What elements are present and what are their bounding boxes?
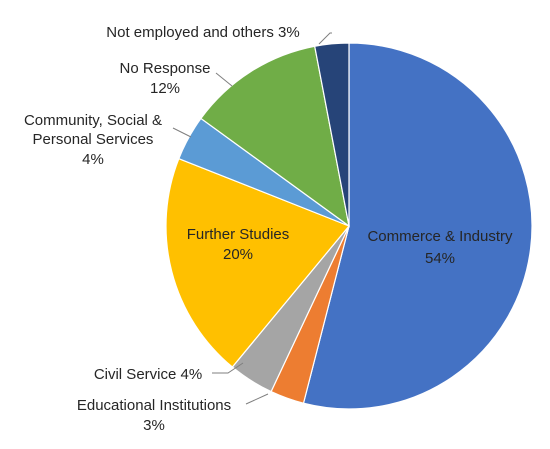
leader-lines	[172, 32, 332, 405]
slice-label-no-response: No Response	[120, 60, 211, 77]
leader-line-civil-service	[212, 362, 244, 374]
pie-slice-commerce-industry	[302, 42, 533, 410]
slice-value-educational-institutions: 3%	[143, 417, 165, 434]
leader-line-educational	[245, 393, 269, 405]
slice-label-community-line1: Community, Social &	[24, 112, 162, 129]
slice-value-no-response: 12%	[150, 80, 180, 97]
pie-slice-further-studies	[165, 157, 350, 368]
slice-label-not-employed: Not employed and others 3%	[106, 24, 299, 41]
pie-slice-no-response	[200, 45, 350, 228]
leader-line-no-response	[215, 72, 233, 87]
slice-label-civil-service: Civil Service 4%	[94, 366, 202, 383]
leader-line-community	[172, 127, 192, 138]
slice-label-further-studies: Further Studies	[187, 226, 290, 243]
slice-value-commerce-industry: 54%	[425, 250, 455, 267]
slice-label-community-line2: Personal Services	[33, 131, 154, 148]
labels-layer: Commerce & Industry 54% Educational Inst…	[24, 24, 513, 434]
slice-value-further-studies: 20%	[223, 246, 253, 263]
slice-label-commerce-industry: Commerce & Industry	[367, 228, 513, 245]
slice-value-community: 4%	[82, 151, 104, 168]
slice-label-educational-institutions: Educational Institutions	[77, 397, 231, 414]
pie-slice-not-employed-and-others	[314, 42, 350, 227]
leader-line-not-employed	[318, 32, 332, 45]
slices-layer	[165, 42, 533, 410]
